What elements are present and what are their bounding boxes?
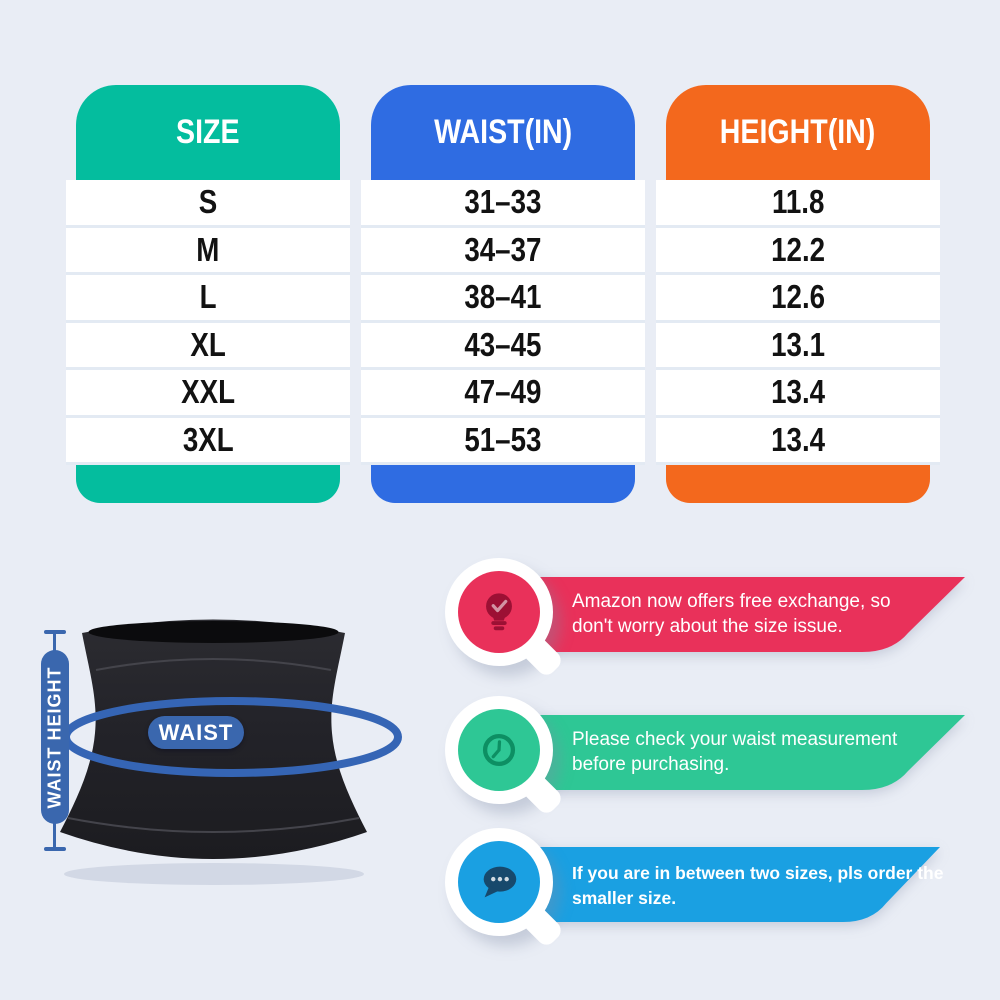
table-cell: S [66, 180, 350, 228]
table-cell: 13.4 [656, 417, 940, 465]
callout-ribbon [540, 577, 965, 652]
measure-cap-top [44, 630, 66, 634]
chat-dots-icon [483, 866, 517, 898]
callout-text: Amazon now offers free exchange, so don'… [572, 591, 891, 637]
cell-value: 13.1 [771, 325, 825, 363]
cell-value: 38–41 [464, 278, 542, 316]
icon-badge [445, 828, 565, 949]
icon-circle [458, 841, 540, 923]
column-header-label: HEIGHT(IN) [720, 113, 876, 151]
cell-value: 12.6 [771, 278, 825, 316]
table-cell: 51–53 [361, 417, 645, 465]
waist-height-tag-label: WAIST HEIGHT [44, 666, 65, 808]
stitch-line-bottom [67, 817, 360, 833]
table-cell: 31–33 [361, 180, 645, 228]
table-cell: 47–49 [361, 370, 645, 418]
icon-circle [458, 571, 540, 653]
callout-text: Please check your waist measurement befo… [572, 729, 898, 775]
cell-value: 31–33 [464, 183, 542, 221]
table-cell: 13.4 [656, 370, 940, 418]
table-cell: 3XL [66, 417, 350, 465]
trainer-shadow [64, 863, 364, 885]
cell-value: 12.2 [771, 230, 825, 268]
waist-tag: WAIST [148, 716, 244, 749]
column-footer [666, 465, 930, 503]
table-cell: XXL [66, 370, 350, 418]
column-size: SIZE S M L XL XXL 3XL [66, 85, 350, 503]
icon-circle [458, 709, 540, 791]
table-cell: XL [66, 322, 350, 370]
column-waist: WAIST(IN) 31–33 34–37 38–41 43–45 47–49 … [361, 85, 645, 503]
cell-value: 3XL [182, 420, 234, 458]
column-footer [371, 465, 635, 503]
table-cell: 12.2 [656, 227, 940, 275]
lightbulb-check-icon [486, 593, 512, 631]
column-header-label: WAIST(IN) [433, 113, 573, 151]
callout-ribbon [540, 715, 965, 790]
size-table: SIZE S M L XL XXL 3XL WAIST(IN) 31–33 34… [66, 85, 940, 503]
table-cell: 38–41 [361, 275, 645, 323]
column-header-waist: WAIST(IN) [371, 85, 635, 180]
waist-height-tag: WAIST HEIGHT [41, 650, 69, 824]
column-footer [76, 465, 340, 503]
callout-check-measurement: Please check your waist measurement befo… [445, 696, 967, 817]
table-cell: 12.6 [656, 275, 940, 323]
waist-tag-label: WAIST [158, 719, 234, 745]
cell-value: M [196, 230, 220, 268]
column-height: HEIGHT(IN) 11.8 12.2 12.6 13.1 13.4 13.4 [656, 85, 940, 503]
callout-ribbon [540, 847, 940, 922]
icon-badge [445, 558, 565, 679]
table-cell: 11.8 [656, 180, 940, 228]
callout-free-exchange: Amazon now offers free exchange, so don'… [445, 558, 967, 679]
cell-value: 43–45 [464, 325, 542, 363]
column-header-size: SIZE [76, 85, 340, 180]
cell-value: 47–49 [464, 373, 542, 411]
table-cell: M [66, 227, 350, 275]
cell-value: 13.4 [771, 373, 825, 411]
table-cell: 34–37 [361, 227, 645, 275]
icon-badge [445, 696, 565, 817]
cell-value: XL [190, 325, 226, 363]
trainer-opening [88, 621, 339, 643]
callout-between-sizes: If you are in between two sizes, pls ord… [445, 828, 967, 949]
table-cell: 13.1 [656, 322, 940, 370]
column-header-label: SIZE [176, 113, 240, 151]
cell-value: 11.8 [771, 183, 825, 221]
clock-icon [482, 733, 516, 767]
table-cell: L [66, 275, 350, 323]
cell-value: S [198, 183, 218, 221]
table-cell: 43–45 [361, 322, 645, 370]
waist-trainer-illustration [60, 619, 402, 885]
callout-text: If you are in between two sizes, pls ord… [572, 863, 944, 908]
cell-value: L [199, 278, 217, 316]
stitch-line-top [95, 658, 332, 671]
measure-cap-bottom [44, 847, 66, 851]
cell-value: 13.4 [771, 420, 825, 458]
column-header-height: HEIGHT(IN) [666, 85, 930, 180]
cell-value: 34–37 [464, 230, 542, 268]
cell-value: 51–53 [464, 420, 542, 458]
cell-value: XXL [181, 373, 235, 411]
